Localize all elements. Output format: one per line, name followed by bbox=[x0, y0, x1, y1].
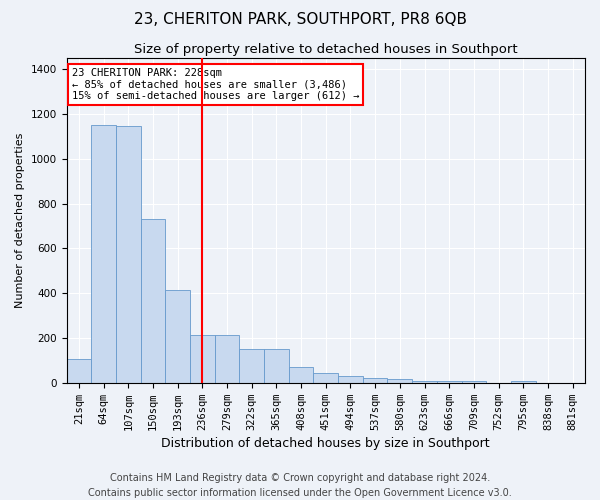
Bar bbox=[437, 380, 461, 383]
Bar bbox=[190, 334, 215, 383]
Bar bbox=[289, 367, 313, 383]
Bar bbox=[511, 380, 536, 383]
Bar bbox=[116, 126, 140, 383]
Bar bbox=[461, 380, 486, 383]
Bar bbox=[313, 373, 338, 383]
Bar bbox=[215, 334, 239, 383]
Title: Size of property relative to detached houses in Southport: Size of property relative to detached ho… bbox=[134, 42, 518, 56]
Bar bbox=[67, 359, 91, 383]
Bar bbox=[239, 349, 264, 383]
Bar bbox=[140, 220, 165, 383]
Bar bbox=[264, 349, 289, 383]
Bar bbox=[388, 380, 412, 383]
Bar bbox=[412, 380, 437, 383]
Bar bbox=[165, 290, 190, 383]
Y-axis label: Number of detached properties: Number of detached properties bbox=[15, 133, 25, 308]
X-axis label: Distribution of detached houses by size in Southport: Distribution of detached houses by size … bbox=[161, 437, 490, 450]
Bar bbox=[91, 126, 116, 383]
Bar bbox=[363, 378, 388, 383]
Text: 23, CHERITON PARK, SOUTHPORT, PR8 6QB: 23, CHERITON PARK, SOUTHPORT, PR8 6QB bbox=[133, 12, 467, 28]
Bar bbox=[338, 376, 363, 383]
Text: Contains HM Land Registry data © Crown copyright and database right 2024.
Contai: Contains HM Land Registry data © Crown c… bbox=[88, 472, 512, 498]
Text: 23 CHERITON PARK: 228sqm
← 85% of detached houses are smaller (3,486)
15% of sem: 23 CHERITON PARK: 228sqm ← 85% of detach… bbox=[72, 68, 359, 101]
